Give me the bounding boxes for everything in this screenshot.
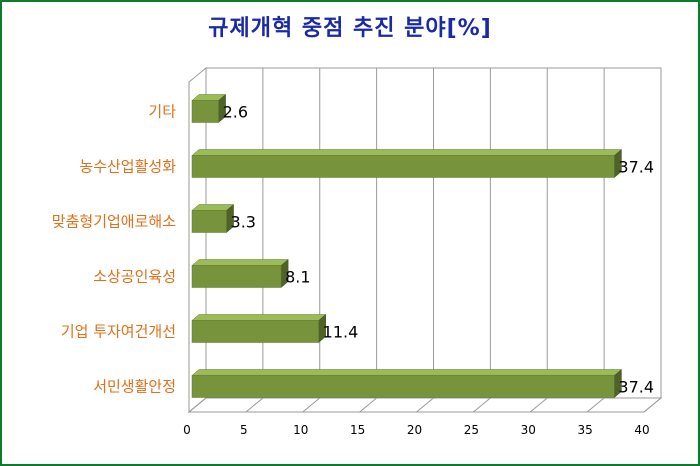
floor-gridline	[586, 397, 605, 413]
x-tick-label: 20	[407, 423, 422, 437]
x-tick-label: 40	[634, 423, 649, 437]
floor-gridline	[643, 397, 662, 413]
floor-gridline	[359, 397, 377, 413]
data-label: 8.1	[285, 268, 310, 287]
y-category-label: 맞춤형기업애로해소	[52, 213, 176, 231]
x-tick-label: 15	[350, 423, 365, 437]
bar	[191, 265, 282, 288]
bar-top	[191, 149, 623, 156]
bar-top	[191, 314, 327, 321]
bar	[191, 100, 219, 123]
bar	[191, 155, 615, 178]
data-label: 37.4	[618, 158, 654, 177]
bar	[191, 320, 319, 343]
x-tick-label: 30	[521, 423, 536, 437]
x-tick-label: 10	[293, 423, 308, 437]
x-tick-label: 0	[183, 423, 191, 437]
floor-gridline	[416, 397, 434, 413]
x-tick-label: 35	[577, 423, 592, 437]
y-category-label: 농수산업활성화	[79, 158, 176, 176]
x-tick-label: 5	[240, 423, 248, 437]
y-category-label: 소상공인육성	[93, 268, 176, 286]
floor-gridline	[245, 397, 264, 413]
floor-gridline	[473, 397, 491, 413]
y-category-label: 기타	[148, 103, 176, 121]
bar	[191, 375, 615, 398]
bar-top	[191, 259, 289, 266]
floor-gridline	[302, 397, 321, 413]
y-category-label: 기업 투자여건개선	[61, 323, 176, 341]
data-label: 37.4	[618, 378, 654, 397]
floor-gridline	[188, 397, 207, 413]
chart-title: 규제개혁 중점 추진 분야[%]	[208, 16, 492, 41]
y-category-label: 서민생활안정	[93, 378, 176, 396]
bar-top	[191, 369, 623, 376]
x-tick-label: 25	[464, 423, 479, 437]
data-label: 3.3	[231, 213, 256, 232]
data-label: 11.4	[323, 323, 359, 342]
bar	[191, 210, 227, 233]
data-label: 2.6	[223, 103, 248, 122]
floor-gridline	[529, 397, 548, 413]
